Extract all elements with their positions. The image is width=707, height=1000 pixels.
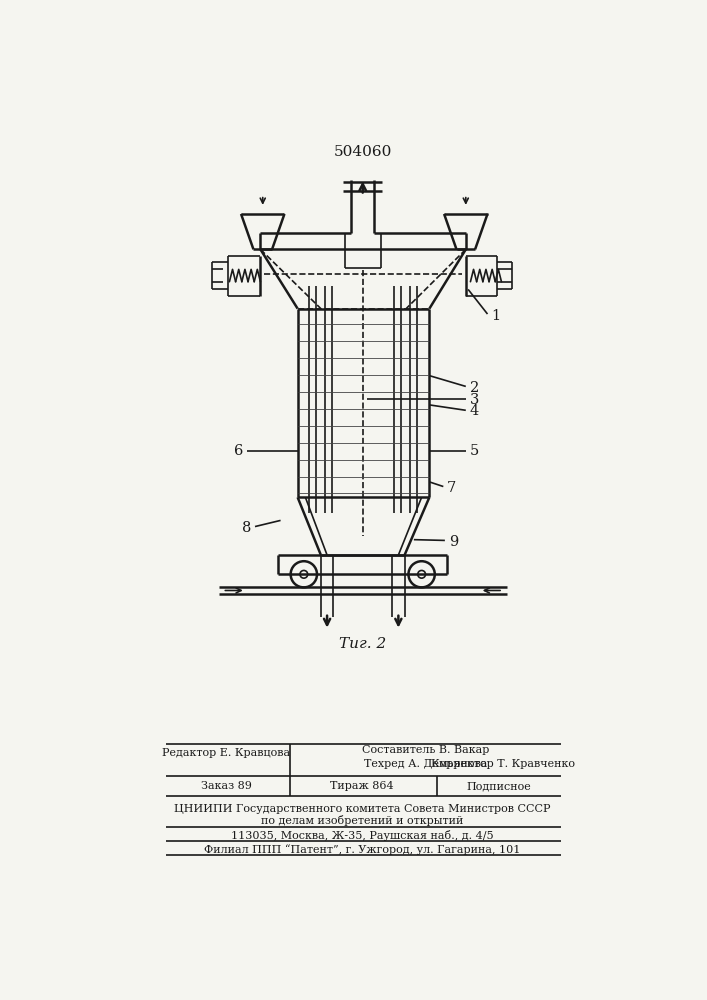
- Text: Тираж 864: Тираж 864: [330, 781, 394, 791]
- Text: 5: 5: [469, 444, 479, 458]
- Text: ЦНИИПИ Государственного комитета Совета Министров СССР: ЦНИИПИ Государственного комитета Совета …: [174, 804, 550, 814]
- Text: 6: 6: [234, 444, 243, 458]
- Text: по делам изобретений и открытий: по делам изобретений и открытий: [261, 815, 463, 826]
- Text: Составитель В. Вакар: Составитель В. Вакар: [362, 745, 489, 755]
- Text: 1: 1: [491, 309, 501, 323]
- Text: 3: 3: [469, 393, 479, 407]
- Text: Подписное: Подписное: [467, 781, 532, 791]
- Text: 8: 8: [242, 521, 251, 535]
- Text: 113035, Москва, Ж-35, Раушская наб., д. 4/5: 113035, Москва, Ж-35, Раушская наб., д. …: [230, 830, 493, 841]
- Text: Τиг. 2: Τиг. 2: [339, 637, 386, 651]
- Text: 9: 9: [449, 535, 458, 549]
- Text: 2: 2: [469, 381, 479, 395]
- Text: 4: 4: [469, 404, 479, 418]
- Text: Техред А. Демьянова: Техред А. Демьянова: [364, 759, 487, 769]
- Text: 7: 7: [446, 481, 456, 495]
- Text: Редактор Е. Кравцова: Редактор Е. Кравцова: [163, 748, 291, 758]
- Text: 504060: 504060: [334, 145, 392, 159]
- Text: Филиал ППП “Патент”, г. Ужгород, ул. Гагарина, 101: Филиал ППП “Патент”, г. Ужгород, ул. Гаг…: [204, 844, 520, 855]
- Text: Заказ 89: Заказ 89: [201, 781, 252, 791]
- Text: Корректор Т. Кравченко: Корректор Т. Кравченко: [431, 759, 575, 769]
